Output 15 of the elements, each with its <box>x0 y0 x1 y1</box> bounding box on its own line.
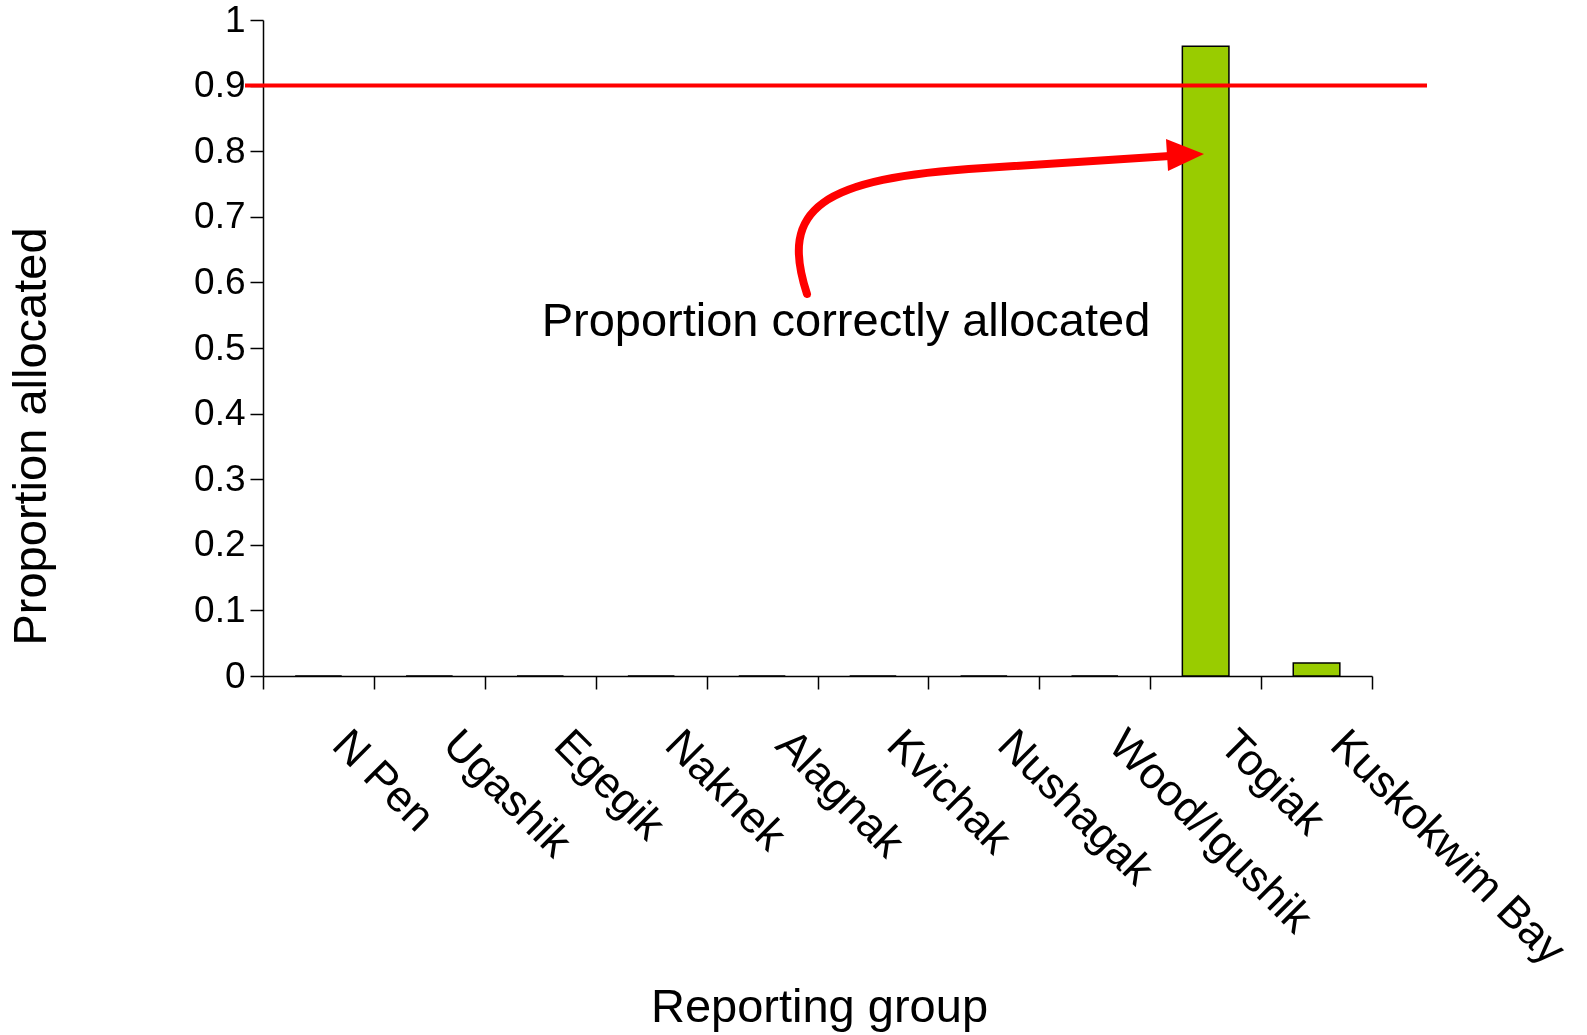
x-axis-title: Reporting group <box>650 978 989 1032</box>
y-tick-label: 0.7 <box>194 195 246 237</box>
y-tick-label: 0.8 <box>194 129 246 171</box>
y-tick-label: 1 <box>224 0 246 40</box>
y-tick-label: 0 <box>224 654 246 696</box>
y-tick-label: 0.3 <box>194 457 246 499</box>
y-tick-label: 0.5 <box>194 326 246 368</box>
annotation: Proportion correctly allocated <box>541 293 1151 346</box>
y-tick-label: 0.9 <box>194 64 246 106</box>
y-axis-title: Proportion allocated <box>2 227 56 646</box>
y-tick-label: 0.6 <box>194 260 246 302</box>
y-tick-label: 0.2 <box>194 523 246 565</box>
x-tick-label: N Pen <box>323 718 445 841</box>
y-tick-label: 0.4 <box>194 392 246 434</box>
y-tick-label: 0.1 <box>194 588 246 630</box>
